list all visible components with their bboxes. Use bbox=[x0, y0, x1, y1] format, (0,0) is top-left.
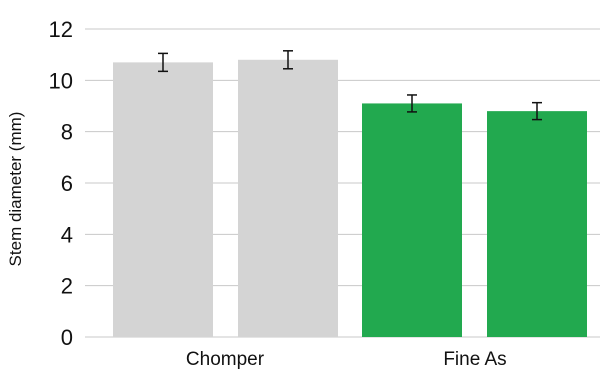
bar-2 bbox=[238, 59, 338, 338]
error-bar-1 bbox=[158, 52, 168, 73]
bar-4 bbox=[487, 111, 587, 337]
error-bar-2 bbox=[283, 50, 293, 70]
error-bar-4 bbox=[532, 101, 542, 121]
bar-3 bbox=[362, 103, 462, 337]
y-tick-label-4: 4 bbox=[61, 222, 73, 247]
bars bbox=[113, 59, 587, 338]
error-bar-3 bbox=[407, 94, 417, 113]
x-category-labels: Chomper Fine As bbox=[186, 349, 507, 370]
y-tick-label-2: 2 bbox=[61, 274, 73, 299]
y-axis-title: Stem diameter (mm) bbox=[6, 112, 25, 267]
error-bars bbox=[158, 50, 542, 121]
y-tick-label-8: 8 bbox=[61, 120, 73, 145]
bar-1 bbox=[113, 62, 213, 337]
y-tick-label-6: 6 bbox=[61, 171, 73, 196]
y-tick-label-12: 12 bbox=[49, 17, 73, 42]
y-tick-labels: 0 2 4 6 8 10 12 bbox=[49, 17, 73, 350]
y-tick-label-0: 0 bbox=[61, 325, 73, 350]
x-category-label-fine-as: Fine As bbox=[443, 349, 506, 370]
x-category-label-chomper: Chomper bbox=[186, 349, 265, 370]
y-tick-label-10: 10 bbox=[49, 68, 73, 93]
